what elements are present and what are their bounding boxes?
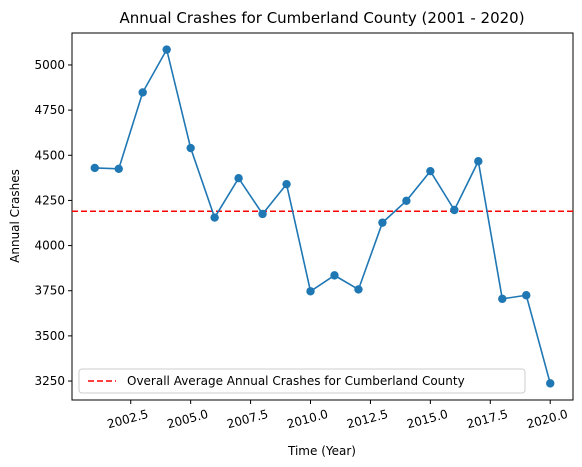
y-tick-label: 4000 xyxy=(34,239,65,253)
plot-area xyxy=(71,32,574,401)
data-point xyxy=(114,164,123,174)
data-point xyxy=(378,218,387,227)
data-point xyxy=(426,166,435,176)
x-axis: 2002.5 2005.0 2007.5 2010.0 2012.5 2015.0 2017… xyxy=(106,400,569,431)
series-line xyxy=(94,47,551,384)
y-tick-label: 3750 xyxy=(34,284,65,298)
data-point xyxy=(306,287,315,296)
x-tick-label: 2007.5 xyxy=(225,407,269,431)
y-axis-title: Annual Crashes xyxy=(8,169,22,263)
y-tick-label: 4250 xyxy=(34,193,65,207)
data-point xyxy=(258,209,267,219)
y-tick-label: 4750 xyxy=(34,103,65,117)
data-point xyxy=(330,271,339,280)
y-tick-label: 5000 xyxy=(34,58,65,72)
y-tick-label: 3250 xyxy=(34,374,65,388)
legend-label: Overall Average Annual Crashes for Cumbe… xyxy=(127,374,465,388)
x-tick-label: 2010.0 xyxy=(285,407,329,431)
x-tick-label: 2005.0 xyxy=(166,407,210,431)
data-point xyxy=(498,294,507,304)
series-group xyxy=(90,45,555,388)
data-point xyxy=(282,179,291,189)
plot-frame xyxy=(71,32,574,401)
y-axis: 3250 3500 3750 4000 4250 4500 4750 5000 xyxy=(34,58,72,388)
data-point xyxy=(402,196,411,205)
data-point xyxy=(138,88,147,97)
data-point xyxy=(474,157,483,166)
data-point xyxy=(522,291,531,300)
x-tick-label: 2020.0 xyxy=(525,407,569,431)
y-tick-label: 4500 xyxy=(34,148,65,162)
data-point xyxy=(90,163,99,173)
x-tick-label: 2017.5 xyxy=(465,407,509,431)
y-tick-label: 3500 xyxy=(34,329,65,343)
x-tick-label: 2002.5 xyxy=(106,407,150,431)
data-point xyxy=(450,205,459,215)
legend: Overall Average Annual Crashes for Cumbe… xyxy=(78,368,526,394)
data-point xyxy=(234,174,243,183)
data-point xyxy=(210,213,219,222)
data-point xyxy=(354,285,363,294)
x-tick-label: 2015.0 xyxy=(405,407,449,431)
data-point xyxy=(546,379,555,388)
chart-title: Annual Crashes for Cumberland County (20… xyxy=(119,9,524,27)
data-point xyxy=(162,45,171,54)
x-axis-title: Time (Year) xyxy=(287,444,356,458)
legend-box xyxy=(78,368,526,394)
x-tick-label: 2012.5 xyxy=(345,407,389,431)
data-point xyxy=(186,143,195,153)
